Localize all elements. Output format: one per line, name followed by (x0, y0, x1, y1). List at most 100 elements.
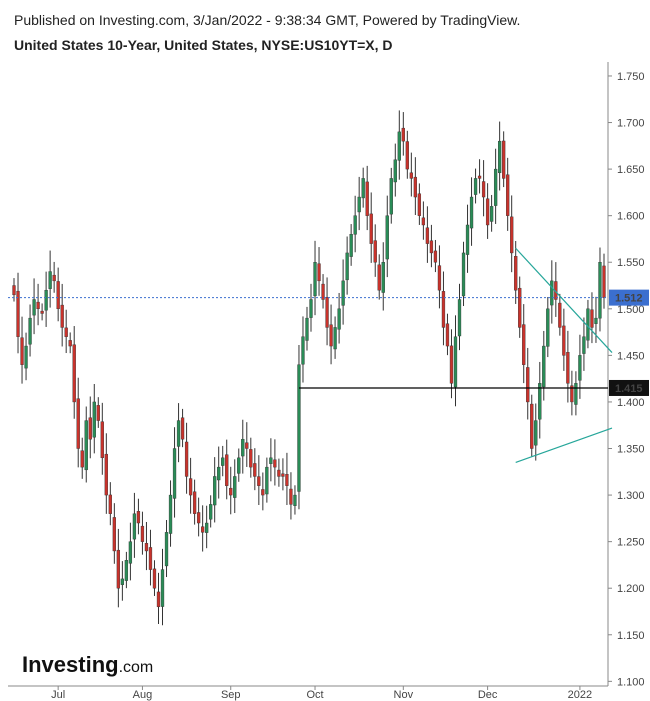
logo-suffix: .com (119, 659, 154, 676)
candle-up (546, 308, 550, 347)
candle-down (522, 324, 526, 365)
candle-down (188, 478, 193, 496)
x-tick-label: Oct (306, 689, 323, 701)
y-tick-label: 1.750 (617, 71, 645, 83)
candle-up (120, 578, 125, 585)
y-tick-label: 1.600 (617, 211, 645, 223)
candle-up (265, 466, 269, 495)
y-tick-label: 1.700 (617, 118, 645, 130)
candle-down (20, 337, 24, 365)
candle-down (56, 281, 60, 310)
candle-up (465, 224, 470, 255)
y-tick-label: 1.250 (617, 537, 645, 549)
candle-up (309, 299, 313, 318)
candle-up (128, 541, 133, 564)
candle-down (325, 297, 329, 328)
x-tick-label: Nov (394, 689, 414, 701)
candle-down (506, 174, 510, 216)
y-tick-label: 1.150 (617, 630, 645, 642)
candle-up (534, 420, 538, 446)
candle-down (36, 301, 40, 310)
candle-down (329, 324, 333, 347)
candle-down (249, 449, 253, 468)
candle-up (241, 438, 245, 457)
x-tick-label: 2022 (568, 689, 592, 701)
candle-down (433, 250, 438, 263)
candle-up (176, 420, 181, 447)
candle-down (96, 405, 100, 421)
candle-down (401, 127, 405, 142)
candle-down (156, 591, 161, 608)
candle-down (253, 463, 257, 477)
candle-up (381, 262, 385, 293)
y-tick-label: 1.400 (617, 397, 645, 409)
candle-up (497, 140, 502, 174)
candle-up (489, 206, 494, 222)
candle-up (397, 131, 401, 161)
candle-down (245, 442, 249, 449)
candle-down (257, 476, 261, 486)
candle-down (369, 213, 373, 244)
candle-down (365, 181, 369, 216)
candle-down (409, 172, 413, 179)
candle-up (48, 271, 52, 289)
candle-down (76, 398, 80, 449)
candle-up (493, 168, 498, 206)
candle-up (361, 178, 365, 199)
candle-up (84, 420, 88, 471)
candle-up (297, 364, 301, 492)
x-axis: Jul Aug Sep Oct Nov Dec 2022 (51, 686, 592, 701)
candle-down (485, 198, 490, 226)
trendline-lower (515, 427, 613, 464)
candle-down (502, 140, 506, 179)
candle-down (88, 417, 92, 440)
candle-up (345, 252, 349, 281)
investing-logo: Investing .com (22, 652, 153, 677)
candle-down (112, 517, 116, 552)
candle-down (317, 263, 321, 282)
candle-down (261, 489, 265, 496)
candle-down (429, 240, 434, 254)
candle-down (184, 441, 189, 477)
candle-down (152, 568, 157, 589)
candle-up (172, 448, 177, 499)
candle-up (164, 532, 169, 567)
candle-down (377, 264, 381, 291)
candle-down (100, 421, 104, 459)
candle-down (196, 512, 201, 524)
candle-down (477, 175, 482, 179)
candle-up (168, 494, 173, 534)
candle-up (542, 345, 546, 388)
candle-down (421, 217, 426, 226)
candle-up (44, 289, 48, 311)
candle-up (574, 383, 578, 405)
candle-down (518, 287, 522, 328)
candle-down (108, 494, 112, 514)
candle-up (385, 215, 389, 260)
annotation-lines (8, 247, 613, 464)
candle-down (80, 450, 84, 468)
published-note: Published on Investing.com, 3/Jan/2022 -… (14, 12, 521, 28)
candle-down (136, 511, 141, 524)
candle-down (52, 274, 56, 282)
y-tick-label: 1.500 (617, 304, 645, 316)
candle-up (550, 280, 554, 306)
candle-down (437, 265, 442, 291)
candle-up (582, 336, 586, 354)
candle-up (217, 466, 221, 481)
candle-down (140, 525, 145, 542)
candle-down (321, 283, 325, 300)
y-axis: 1.100 1.150 1.200 1.250 1.300 1.350 1.400 1.450… (608, 71, 649, 688)
candle-up (24, 345, 28, 369)
logo-brand: Investing (22, 652, 119, 677)
candle-down (12, 285, 16, 296)
y-tick-label: 1.550 (617, 257, 645, 269)
candle-up (389, 178, 393, 215)
candle-up (301, 336, 305, 365)
candle-down (104, 453, 108, 496)
candle-down (449, 345, 454, 384)
candle-up (333, 327, 337, 350)
candle-down (510, 216, 514, 254)
y-tick-label: 1.200 (617, 583, 645, 595)
